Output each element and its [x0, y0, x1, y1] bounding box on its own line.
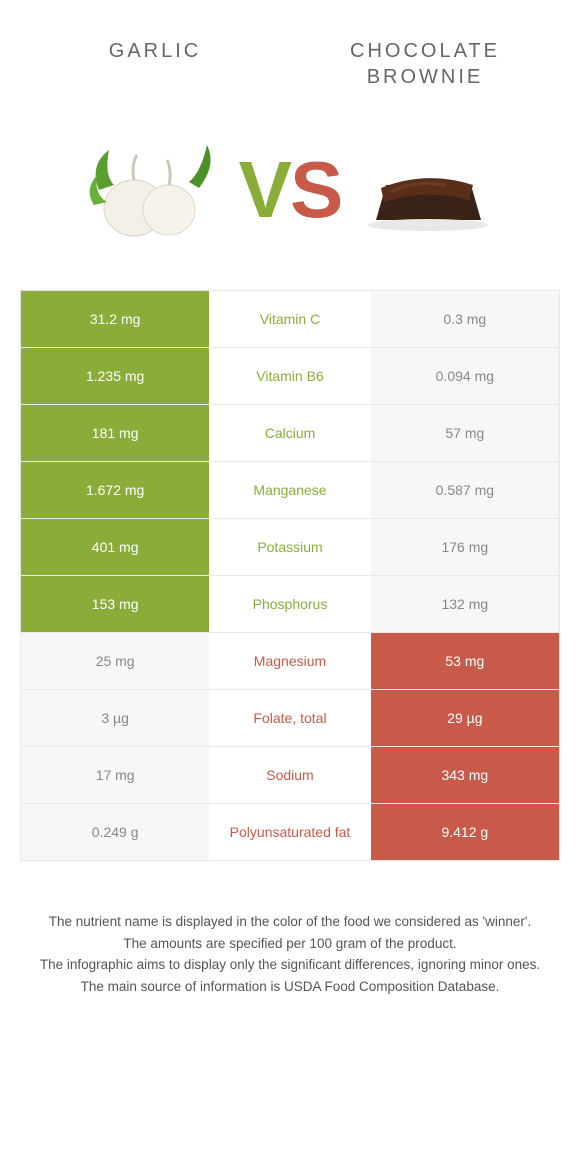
title-right: CHOCOLATE BROWNIE: [290, 38, 560, 90]
nutrient-name: Magnesium: [209, 633, 370, 689]
hero-row: VS: [0, 100, 580, 290]
value-left: 181 mg: [21, 405, 209, 461]
footnote-line: The infographic aims to display only the…: [30, 954, 550, 976]
comparison-table: 31.2 mgVitamin C0.3 mg1.235 mgVitamin B6…: [20, 290, 560, 861]
vs-s: S: [290, 145, 341, 234]
footnote-line: The amounts are specified per 100 gram o…: [30, 933, 550, 955]
nutrient-name: Polyunsaturated fat: [209, 804, 370, 860]
value-right: 9.412 g: [371, 804, 559, 860]
table-row: 153 mgPhosphorus132 mg: [21, 576, 559, 633]
footnote-line: The nutrient name is displayed in the co…: [30, 911, 550, 933]
table-row: 401 mgPotassium176 mg: [21, 519, 559, 576]
value-left: 0.249 g: [21, 804, 209, 860]
table-row: 1.672 mgManganese0.587 mg: [21, 462, 559, 519]
table-row: 31.2 mgVitamin C0.3 mg: [21, 291, 559, 348]
value-right: 132 mg: [371, 576, 559, 632]
value-right: 176 mg: [371, 519, 559, 575]
value-left: 1.672 mg: [21, 462, 209, 518]
nutrient-name: Manganese: [209, 462, 370, 518]
value-left: 17 mg: [21, 747, 209, 803]
vs-label: VS: [239, 144, 342, 236]
value-left: 25 mg: [21, 633, 209, 689]
table-row: 1.235 mgVitamin B60.094 mg: [21, 348, 559, 405]
nutrient-name: Vitamin B6: [209, 348, 370, 404]
title-left: GARLIC: [20, 38, 290, 90]
value-left: 1.235 mg: [21, 348, 209, 404]
vs-v: V: [239, 145, 290, 234]
nutrient-name: Calcium: [209, 405, 370, 461]
nutrient-name: Folate, total: [209, 690, 370, 746]
value-right: 29 µg: [371, 690, 559, 746]
value-left: 31.2 mg: [21, 291, 209, 347]
garlic-image: [79, 130, 229, 250]
brownie-image: [351, 130, 501, 250]
value-right: 0.587 mg: [371, 462, 559, 518]
table-row: 181 mgCalcium57 mg: [21, 405, 559, 462]
value-right: 343 mg: [371, 747, 559, 803]
footnotes: The nutrient name is displayed in the co…: [0, 861, 580, 1017]
value-left: 3 µg: [21, 690, 209, 746]
value-right: 57 mg: [371, 405, 559, 461]
value-right: 53 mg: [371, 633, 559, 689]
table-row: 3 µgFolate, total29 µg: [21, 690, 559, 747]
table-row: 25 mgMagnesium53 mg: [21, 633, 559, 690]
value-right: 0.3 mg: [371, 291, 559, 347]
value-left: 153 mg: [21, 576, 209, 632]
table-row: 17 mgSodium343 mg: [21, 747, 559, 804]
nutrient-name: Potassium: [209, 519, 370, 575]
table-row: 0.249 gPolyunsaturated fat9.412 g: [21, 804, 559, 861]
nutrient-name: Phosphorus: [209, 576, 370, 632]
value-right: 0.094 mg: [371, 348, 559, 404]
footnote-line: The main source of information is USDA F…: [30, 976, 550, 998]
nutrient-name: Vitamin C: [209, 291, 370, 347]
value-left: 401 mg: [21, 519, 209, 575]
nutrient-name: Sodium: [209, 747, 370, 803]
